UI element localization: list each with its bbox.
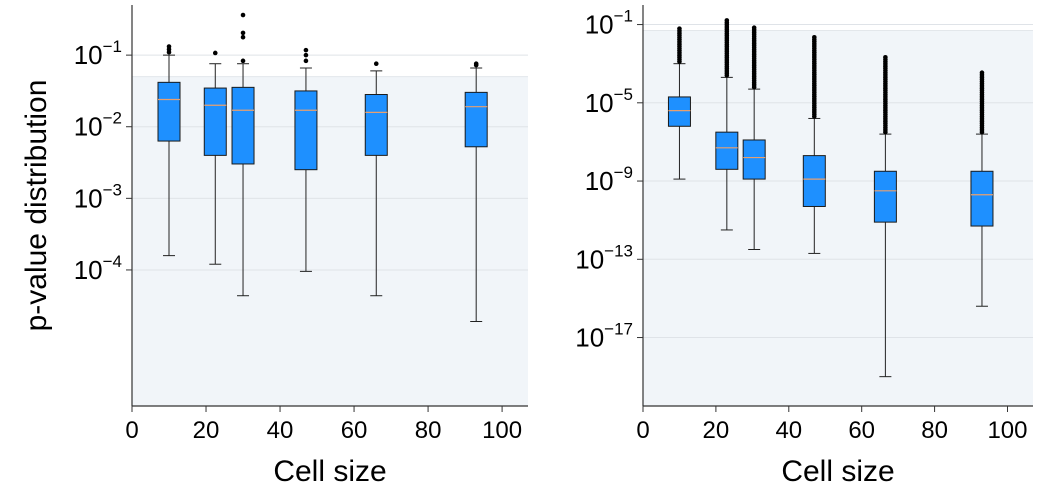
box-body <box>742 139 766 180</box>
outlier-point <box>303 58 309 64</box>
x-tick-label: 60 <box>341 417 368 444</box>
y-tick-base: 10 <box>575 323 604 353</box>
y-tick-label: 10−9 <box>585 163 633 196</box>
outlier-point <box>303 52 309 58</box>
outlier-point <box>166 49 172 55</box>
y-tick-exponent: −9 <box>614 163 633 182</box>
outlier-point <box>240 30 246 36</box>
outlier-point <box>212 50 218 56</box>
x-tick-label: 60 <box>848 417 875 444</box>
box-body <box>715 131 739 170</box>
x-tick-label: 100 <box>482 417 522 444</box>
outlier-point <box>677 26 682 31</box>
outlier-point <box>240 12 246 18</box>
y-tick-label: 10−13 <box>575 241 633 274</box>
box-body <box>294 90 318 171</box>
box-body <box>873 170 897 223</box>
y-tick-label: 10−17 <box>575 320 633 353</box>
y-tick-base: 10 <box>74 183 103 213</box>
outlier-point <box>240 58 246 64</box>
y-tick-base: 10 <box>74 40 103 70</box>
y-tick-label: 10−4 <box>74 252 122 285</box>
box-4 <box>873 55 897 378</box>
box-1 <box>715 18 739 231</box>
significance-shade <box>643 30 1033 407</box>
x-axis-title: Cell size <box>273 455 386 488</box>
y-tick-exponent: −17 <box>604 320 633 339</box>
box-body <box>970 170 994 227</box>
y-tick-label: 10−3 <box>74 180 122 213</box>
box-body <box>231 86 255 165</box>
box-5 <box>970 70 994 307</box>
outlier-point <box>724 18 730 23</box>
box-5 <box>464 61 488 323</box>
box-2 <box>231 12 255 297</box>
x-tick-label: 40 <box>775 417 802 444</box>
x-tick-label: 40 <box>267 417 294 444</box>
outlier-point <box>979 70 985 76</box>
outlier-point <box>883 55 888 60</box>
box-body <box>667 96 691 127</box>
y-tick-exponent: −13 <box>604 241 633 260</box>
y-tick-label: 10−1 <box>74 37 122 70</box>
outlier-point <box>303 47 309 53</box>
box-3 <box>294 47 318 272</box>
box-4 <box>364 61 388 297</box>
box-body <box>802 155 826 207</box>
y-tick-base: 10 <box>585 88 614 118</box>
y-axis-title: p-value distribution <box>20 80 53 332</box>
y-tick-exponent: −3 <box>103 180 122 199</box>
x-axis-title: Cell size <box>781 455 894 488</box>
y-tick-base: 10 <box>575 244 604 274</box>
x-tick-label: 100 <box>987 417 1027 444</box>
outlier-point <box>812 34 817 40</box>
y-tick-base: 10 <box>74 112 103 142</box>
significance-shade <box>132 76 528 406</box>
x-tick-label: 20 <box>193 417 220 444</box>
x-tick-label: 0 <box>636 417 649 444</box>
box-body <box>157 81 181 142</box>
y-tick-label: 10−5 <box>585 85 633 118</box>
outlier-point <box>473 62 479 68</box>
y-tick-exponent: −1 <box>103 37 122 56</box>
x-tick-label: 20 <box>703 417 730 444</box>
box-0 <box>667 26 691 180</box>
box-3 <box>802 34 826 254</box>
box-2 <box>742 25 766 251</box>
y-tick-exponent: −5 <box>614 85 633 104</box>
y-tick-label: 10−2 <box>74 109 122 142</box>
box-0 <box>157 44 181 257</box>
y-tick-exponent: −4 <box>103 252 122 271</box>
y-tick-exponent: −1 <box>614 7 633 26</box>
box-body <box>364 94 388 156</box>
y-tick-exponent: −2 <box>103 109 122 128</box>
box-1 <box>203 50 227 265</box>
box-body <box>464 91 488 148</box>
outlier-point <box>373 61 379 67</box>
outlier-point <box>240 34 246 40</box>
x-tick-label: 80 <box>415 417 442 444</box>
y-tick-base: 10 <box>74 255 103 285</box>
x-tick-label: 80 <box>921 417 948 444</box>
outlier-point <box>751 25 757 31</box>
y-tick-base: 10 <box>585 10 614 40</box>
box-body <box>203 87 227 156</box>
x-tick-label: 0 <box>125 417 138 444</box>
y-tick-base: 10 <box>585 166 614 196</box>
y-tick-label: 10−1 <box>585 7 633 40</box>
